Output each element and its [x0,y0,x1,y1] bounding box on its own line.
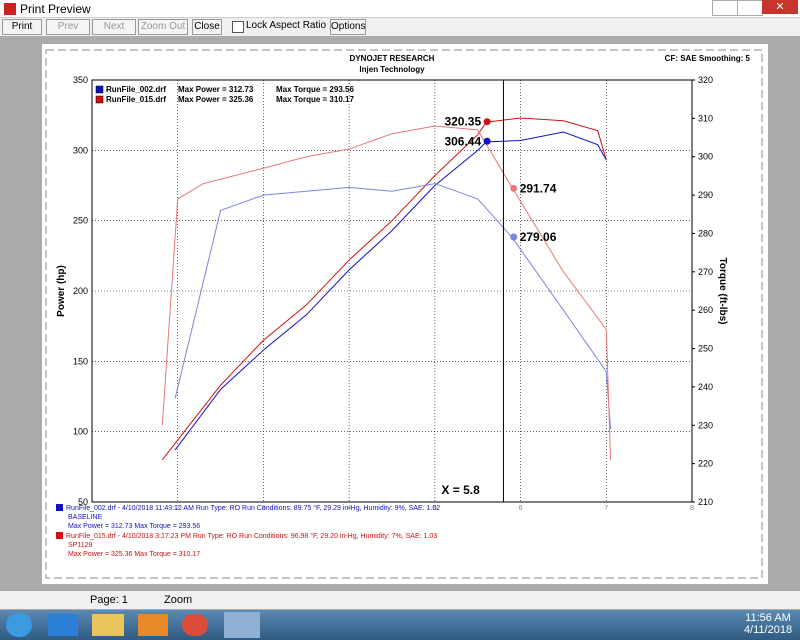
series-line [174,183,612,430]
page-indicator: Page: 1 [90,594,128,606]
window-title: Print Preview [20,2,91,16]
start-button[interactable] [6,613,32,637]
minimize-button[interactable] [712,0,738,16]
report-header: DYNOJET RESEARCH [350,54,435,63]
annotation-label: 306.44 [444,134,481,148]
annotation-marker [510,233,518,241]
app-icon [4,3,16,15]
x-tick-label: 7 [604,505,608,512]
y-tick-label: 150 [73,356,88,366]
media-icon[interactable] [138,614,168,636]
report-settings: CF: SAE Smoothing: 5 [665,54,751,63]
y2-tick-label: 270 [698,267,713,277]
checkbox[interactable] [232,21,244,33]
annotation-label: 291.74 [520,181,557,195]
legend-file: RunFile_015.drf [106,95,166,104]
report: DYNOJET RESEARCH Injen Technology CF: SA… [45,49,763,579]
footer-line: BASELINE [68,514,103,521]
annotation-marker [510,184,518,192]
series-line [174,131,607,451]
legend-power: Max Power = 312.73 [178,85,254,94]
clock-time: 11:56 AM [745,612,791,624]
y2-tick-label: 250 [698,344,713,354]
legend-swatch [95,85,104,94]
chrome-icon[interactable] [182,614,208,636]
y2-tick-label: 230 [698,420,713,430]
x-tick-label: 3 [261,505,265,512]
y-tick-label: 300 [73,145,88,155]
legend-file: RunFile_002.drf [106,85,166,94]
cursor-label: X = 5.8 [441,483,480,497]
y-tick-label: 50 [78,497,88,507]
ie-icon[interactable] [48,614,78,636]
annotation-label: 279.06 [520,230,557,244]
y2-tick-label: 320 [698,75,713,85]
checkbox-label[interactable]: Lock Aspect Ratio [246,20,327,31]
dynojet-icon[interactable] [224,612,260,638]
footer-swatch [56,504,63,511]
y-tick-label: 250 [73,216,88,226]
zoom-out-button[interactable]: Zoom Out [138,19,188,35]
footer-line: Max Power = 312.73 Max Torque = 293.56 [68,523,200,530]
y2-tick-label: 210 [698,497,713,507]
toolbar: Print Prev Next Zoom Out Close Lock Aspe… [0,18,800,37]
series-line [161,125,612,460]
legend-torque: Max Torque = 310.17 [276,95,354,104]
y2-tick-label: 280 [698,228,713,238]
legend-power: Max Power = 325.36 [178,95,254,104]
y2-axis-title: Torque (ft-lbs) [717,257,728,324]
y2-tick-label: 300 [698,152,713,162]
y2-tick-label: 220 [698,459,713,469]
x-tick-label: 5 [433,505,437,512]
annotation-label: 320.35 [444,115,481,129]
close-button[interactable]: ✕ [762,0,798,14]
explorer-icon[interactable] [92,614,124,636]
prev-button[interactable]: Prev [46,19,90,35]
report-subheader: Injen Technology [359,65,425,74]
y-axis-title: Power (hp) [56,265,67,317]
page-border [45,49,763,579]
x-tick-label: 2 [176,505,180,512]
x-tick-label: 6 [519,505,523,512]
footer-line: RunFile_002.drf - 4/10/2018 11:43:12 AM … [66,504,440,512]
clock[interactable]: 11:56 AM 4/11/2018 [740,612,796,636]
legend-torque: Max Torque = 293.56 [276,85,354,94]
annotation-marker [483,137,491,145]
zoom-indicator: Zoom [164,594,193,606]
y2-tick-label: 310 [698,113,713,123]
footer-line: Max Power = 325.36 Max Torque = 310.17 [68,551,200,558]
annotation-marker [483,118,491,126]
options-button[interactable]: Options [330,19,366,35]
legend-swatch [95,95,104,104]
y2-tick-label: 290 [698,190,713,200]
series-line [161,117,607,461]
close-preview-button[interactable]: Close [192,19,222,35]
y-tick-label: 200 [73,286,88,296]
x-tick-label: 4 [347,505,351,512]
y2-tick-label: 240 [698,382,713,392]
clock-date: 4/11/2018 [743,624,793,636]
footer-line: SP1129 [68,542,92,549]
y2-tick-label: 260 [698,305,713,315]
taskbar: 11:56 AM 4/11/2018 [0,610,800,640]
maximize-button[interactable] [737,0,763,16]
y-tick-label: 350 [73,75,88,85]
print-button[interactable]: Print [2,19,42,35]
title-bar: Print Preview ✕ [0,0,800,18]
next-button[interactable]: Next [92,19,136,35]
y-tick-label: 100 [73,427,88,437]
print-page: DYNOJET RESEARCH Injen Technology CF: SA… [42,44,768,584]
footer-line: RunFile_015.drf - 4/10/2018 3:17:23 PM R… [66,532,437,540]
footer-swatch [56,532,63,539]
x-tick-label: 8 [690,505,694,512]
status-bar: Page: 1 Zoom [0,590,800,609]
